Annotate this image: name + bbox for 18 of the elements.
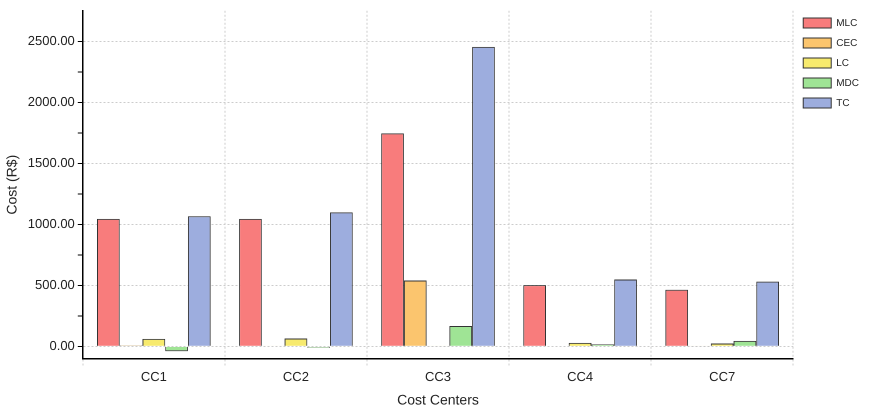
legend-label: MDC [836,78,860,89]
y-tick-label: 2500.00 [28,32,75,48]
x-tick-label: CC4 [567,368,594,384]
y-axis-title: Cost (R$) [3,154,20,215]
y-tick-label: 2000.00 [28,94,75,109]
x-axis-title: Cost Centers [397,391,479,408]
y-tick-label: 1000.00 [28,216,75,231]
legend-label: LC [836,58,850,69]
legend-label: MLC [836,18,858,29]
x-tick-label: CC1 [140,368,167,384]
y-tick-label: 1500.00 [28,154,75,170]
legend-label: TC [836,98,850,109]
x-tick-label: CC7 [709,368,736,384]
y-tick-label: 0.00 [49,338,75,353]
y-tick-label: 500.00 [35,276,75,292]
legend-label: CEC [836,38,858,49]
x-tick-label: CC2 [282,368,309,384]
x-tick-label: CC3 [425,368,452,384]
